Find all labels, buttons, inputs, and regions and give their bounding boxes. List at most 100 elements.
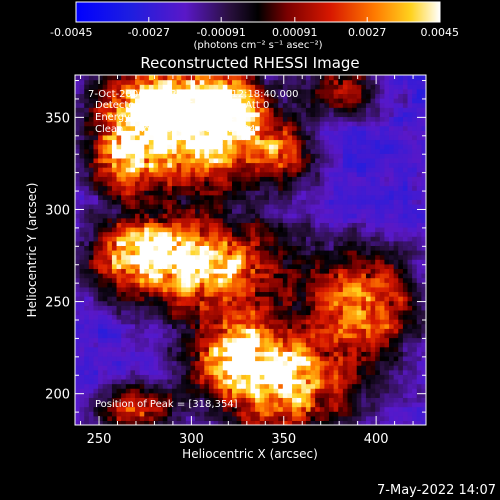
heatmap-cell [361, 401, 367, 408]
heatmap-cell [204, 305, 210, 311]
heatmap-cell [273, 296, 279, 302]
heatmap-cell [93, 236, 99, 242]
heatmap-cell [195, 199, 201, 205]
heatmap-cell [158, 328, 164, 334]
heatmap-cell [102, 75, 108, 81]
heatmap-cell [195, 314, 201, 320]
heatmap-cell [208, 378, 215, 385]
heatmap-cell [130, 199, 136, 205]
heatmap-cell [287, 162, 293, 168]
heatmap-cell [208, 346, 215, 352]
heatmap-cell [167, 199, 173, 205]
heatmap-cell [167, 383, 173, 389]
heatmap-cell [222, 378, 229, 385]
heatmap-cell [347, 75, 353, 81]
heatmap-cell [370, 332, 376, 339]
heatmap-cell [301, 245, 307, 251]
heatmap-cell [278, 208, 284, 214]
heatmap-cell [98, 305, 104, 311]
heatmap-cell [75, 134, 81, 141]
heatmap-cell [352, 125, 358, 131]
heatmap-cell [130, 107, 136, 113]
heatmap-cell [222, 134, 229, 141]
heatmap-cell [116, 134, 122, 141]
heatmap-cell [329, 98, 335, 104]
heatmap-cell [329, 332, 335, 339]
heatmap-cell [352, 296, 358, 302]
heatmap-cell [370, 125, 376, 131]
heatmap-cell [195, 360, 201, 366]
heatmap-cell [255, 351, 261, 357]
heatmap-cell [204, 286, 210, 293]
heatmap-cell [370, 351, 376, 357]
heatmap-cell [315, 116, 321, 122]
heatmap-cell [125, 365, 132, 371]
heatmap-cell [365, 273, 372, 279]
heatmap-cell [282, 411, 289, 417]
heatmap-cell [370, 162, 376, 168]
heatmap-cell [264, 157, 270, 164]
heatmap-cell [241, 217, 247, 223]
heatmap-cell [195, 245, 201, 251]
heatmap-cell [227, 190, 233, 196]
heatmap-cell [282, 309, 289, 316]
heatmap-cell [292, 250, 298, 256]
heatmap-cell [282, 153, 289, 159]
heatmap-cell [292, 153, 298, 159]
heatmap-cell [153, 369, 159, 375]
heatmap-cell [158, 130, 164, 136]
heatmap-cell [333, 411, 339, 417]
heatmap-cell [75, 208, 81, 214]
heatmap-cell [144, 213, 150, 219]
heatmap-cell [315, 190, 321, 196]
heatmap-cell [292, 328, 298, 334]
heatmap-cell [139, 383, 145, 389]
heatmap-cell [305, 245, 312, 251]
heatmap-cell [356, 337, 362, 343]
heatmap-cell [213, 342, 219, 348]
heatmap-cell [227, 139, 233, 145]
heatmap-cell [232, 213, 238, 219]
heatmap-cell [135, 180, 141, 187]
heatmap-cell [208, 139, 215, 145]
heatmap-cell [305, 401, 312, 408]
heatmap-cell [148, 401, 155, 408]
heatmap-cell [213, 111, 219, 118]
heatmap-cell [305, 286, 312, 293]
heatmap-cell [144, 273, 150, 279]
heatmap-cell [236, 190, 242, 196]
heatmap-cell [338, 305, 344, 311]
heatmap-cell [232, 107, 238, 113]
heatmap-cell [310, 226, 316, 233]
heatmap-cell [255, 93, 261, 99]
heatmap-cell [135, 254, 141, 260]
heatmap-cell [153, 139, 159, 145]
heatmap-cell [324, 125, 330, 131]
heatmap-cell [342, 125, 349, 131]
heatmap-cell [310, 185, 316, 191]
heatmap-cell [342, 273, 349, 279]
heatmap-cell [301, 420, 307, 425]
heatmap-cell [342, 194, 349, 200]
heatmap-cell [195, 369, 201, 375]
heatmap-cell [232, 254, 238, 260]
heatmap-cell [208, 93, 215, 99]
heatmap-cell [305, 116, 312, 122]
heatmap-cell [218, 171, 224, 177]
heatmap-cell [135, 167, 141, 173]
heatmap-cell [208, 171, 215, 177]
heatmap-cell [273, 365, 279, 371]
heatmap-cell [329, 203, 335, 210]
heatmap-cell [162, 79, 168, 85]
heatmap-cell [342, 388, 349, 394]
heatmap-cell [352, 406, 358, 412]
heatmap-cell [268, 351, 275, 357]
heatmap-cell [292, 378, 298, 385]
heatmap-cell [310, 383, 316, 389]
heatmap-cell [98, 296, 104, 302]
heatmap-cell [278, 98, 284, 104]
heatmap-cell [287, 116, 293, 122]
heatmap-cell [75, 378, 81, 385]
heatmap-cell [232, 268, 238, 274]
heatmap-cell [213, 176, 219, 182]
